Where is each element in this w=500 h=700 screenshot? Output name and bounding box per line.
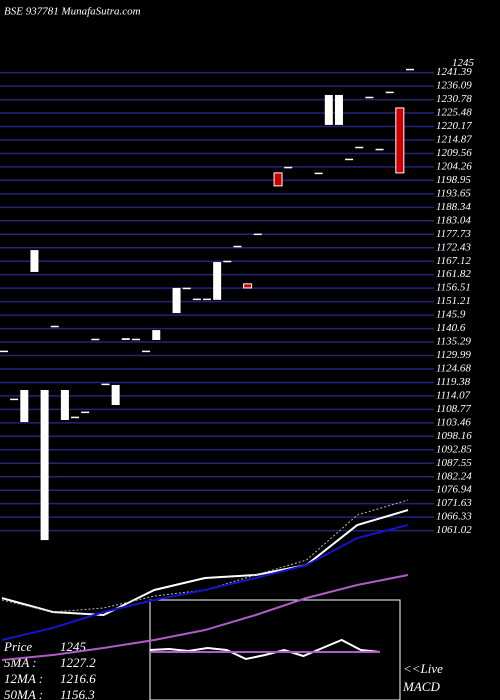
- y-tick-label: 1193.65: [436, 187, 471, 199]
- candle: [385, 91, 394, 94]
- candle: [192, 298, 201, 301]
- y-tick-label: 1114.07: [436, 389, 471, 401]
- candle: [273, 172, 283, 187]
- macd-label: MACD: [402, 679, 440, 694]
- legend-value: 1245: [60, 639, 87, 654]
- candle: [223, 260, 232, 263]
- y-tick-label: 1220.17: [436, 120, 472, 132]
- y-tick-label: 1214.87: [436, 134, 472, 146]
- legend-value: 1227.2: [60, 655, 96, 670]
- y-tick-label: 1167.12: [436, 255, 471, 267]
- ma-line: [1, 574, 409, 661]
- y-tick-label: 1129.99: [436, 349, 471, 361]
- y-tick-label: 1161.82: [436, 268, 471, 280]
- ma-line: [1, 524, 409, 641]
- legend-value: 1156.3: [60, 687, 95, 700]
- candle: [172, 287, 181, 314]
- y-tick-label: 1183.04: [436, 214, 471, 226]
- y-tick-label: 1151.21: [436, 295, 471, 307]
- candle: [365, 96, 374, 99]
- y-tick-label: 1124.68: [436, 363, 471, 375]
- y-tick-label: 1119.38: [436, 376, 471, 388]
- candle: [91, 338, 100, 341]
- candle: [345, 158, 354, 161]
- candle: [60, 390, 69, 420]
- candle: [355, 146, 364, 149]
- candle: [30, 250, 39, 272]
- candle: [10, 398, 19, 401]
- y-tick-label: 1209.56: [436, 147, 472, 159]
- candle: [40, 390, 49, 541]
- legend-label: 12MA :: [4, 671, 43, 686]
- last-price-label: 1245: [452, 57, 475, 69]
- candle: [131, 338, 140, 341]
- candle: [324, 94, 333, 125]
- candle: [253, 233, 262, 236]
- y-tick-label: 1198.95: [436, 174, 471, 186]
- candle: [284, 166, 293, 169]
- candle: [20, 390, 29, 423]
- y-tick-label: 1145.9: [436, 309, 466, 321]
- candle: [233, 245, 242, 248]
- y-tick-label: 1188.34: [436, 201, 471, 213]
- y-tick-label: 1087.55: [436, 457, 472, 469]
- legend-label: 50MA :: [4, 687, 43, 700]
- y-tick-label: 1204.26: [436, 160, 472, 172]
- candle: [121, 338, 130, 340]
- y-tick-label: 1076.94: [436, 484, 472, 496]
- y-tick-label: 1225.48: [436, 107, 472, 119]
- candle: [182, 287, 191, 290]
- chart-title: BSE 937781 MunafaSutra.com: [4, 6, 141, 18]
- candle: [71, 416, 80, 419]
- y-tick-label: 1108.77: [436, 403, 471, 415]
- y-tick-label: 1177.73: [436, 228, 471, 240]
- y-tick-label: 1103.46: [436, 416, 471, 428]
- y-tick-label: 1066.33: [436, 511, 472, 523]
- candle: [0, 350, 8, 353]
- y-tick-label: 1071.63: [436, 497, 472, 509]
- candle: [152, 330, 161, 340]
- candle: [101, 383, 110, 386]
- candle: [406, 68, 414, 71]
- candle: [395, 107, 405, 174]
- y-tick-label: 1082.24: [436, 470, 472, 482]
- legend-value: 1216.6: [60, 671, 96, 686]
- y-tick-label: 1135.29: [436, 336, 471, 348]
- y-tick-label: 1140.6: [436, 322, 466, 334]
- y-tick-label: 1241.39: [436, 66, 472, 78]
- y-tick-label: 1098.16: [436, 430, 472, 442]
- candle: [203, 298, 211, 301]
- candle: [142, 350, 151, 353]
- y-tick-label: 1230.78: [436, 93, 472, 105]
- candle: [50, 325, 59, 328]
- y-tick-label: 1061.02: [436, 524, 472, 536]
- macd-label: <<Live: [403, 661, 443, 676]
- ma-line: [1, 509, 409, 617]
- candle: [314, 172, 323, 175]
- candle: [213, 262, 222, 300]
- candle: [81, 411, 90, 414]
- candle: [375, 148, 384, 151]
- legend-label: Price: [3, 639, 32, 654]
- candle: [111, 384, 120, 405]
- y-tick-label: 1092.85: [436, 443, 472, 455]
- candle: [334, 94, 343, 125]
- ma-line: [1, 499, 409, 613]
- y-tick-label: 1172.43: [436, 241, 471, 253]
- candle: [243, 283, 253, 289]
- y-tick-label: 1156.51: [436, 282, 471, 294]
- y-tick-label: 1236.09: [436, 80, 472, 92]
